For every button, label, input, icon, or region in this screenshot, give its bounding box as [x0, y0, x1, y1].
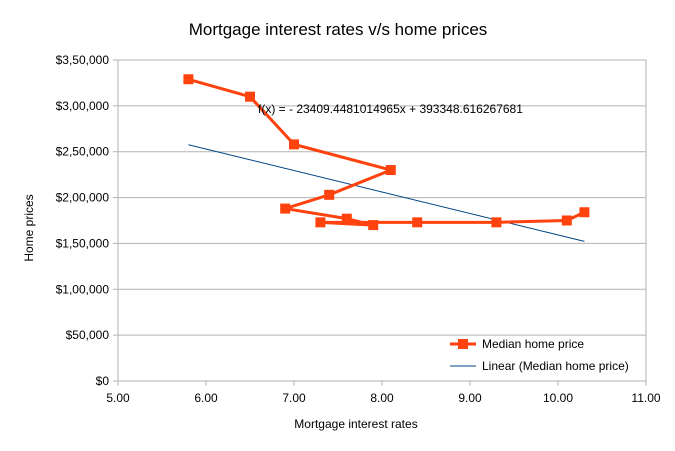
y-tick-label: $2,00,000 [56, 191, 110, 205]
x-axis-label: Mortgage interest rates [294, 417, 417, 431]
x-tick-label: 6.00 [194, 391, 218, 405]
y-tick-label: $0 [96, 374, 110, 388]
trendline [188, 144, 585, 242]
y-tick-label: $50,000 [66, 328, 110, 342]
y-tick-label: $3,50,000 [56, 53, 110, 67]
data-point [289, 139, 299, 150]
x-tick-label: 11.00 [631, 391, 660, 405]
x-tick-labels: 5.00 6.00 7.00 8.00 9.00 10.00 11.00 [106, 391, 661, 405]
data-point [385, 165, 396, 176]
y-axis-label: Home prices [22, 194, 36, 261]
y-tick-labels: $0 $50,000 $1,00,000 $1,50,000 $2,00,000 $2,5… [56, 53, 110, 388]
data-point [561, 215, 572, 226]
y-tick-label: $1,00,000 [56, 282, 110, 296]
x-tick-label: 10.00 [543, 391, 573, 405]
data-point [324, 189, 335, 200]
data-point [368, 220, 379, 231]
y-tick-label: $2,50,000 [56, 145, 110, 159]
x-tick-label: 7.00 [282, 391, 306, 405]
data-point [315, 217, 326, 228]
data-point [491, 217, 502, 228]
data-point [579, 207, 590, 218]
legend-series-marker [458, 339, 468, 349]
data-point [341, 213, 352, 224]
y-tick-label: $1,50,000 [56, 236, 110, 250]
data-point [280, 203, 291, 214]
plot-area-border [117, 59, 647, 382]
y-tick-label: $3,00,000 [56, 99, 110, 113]
x-tick-label: 5.00 [106, 391, 130, 405]
legend-series-label: Median home price [482, 337, 584, 351]
trendline-equation: f(x) = - 23409.4481014965x + 393348.6162… [258, 102, 523, 116]
data-point [245, 91, 255, 102]
data-point [412, 217, 423, 228]
data-point [183, 74, 194, 85]
chart-title: Mortgage interest rates v/s home prices [189, 20, 488, 39]
legend-trendline-label: Linear (Median home price) [482, 359, 629, 373]
series-group [183, 74, 590, 231]
legend: Median home price Linear (Median home pr… [450, 337, 629, 373]
trendline-group [188, 144, 585, 242]
x-tick-label: 9.00 [458, 391, 482, 405]
x-tick-label: 8.00 [370, 391, 394, 405]
